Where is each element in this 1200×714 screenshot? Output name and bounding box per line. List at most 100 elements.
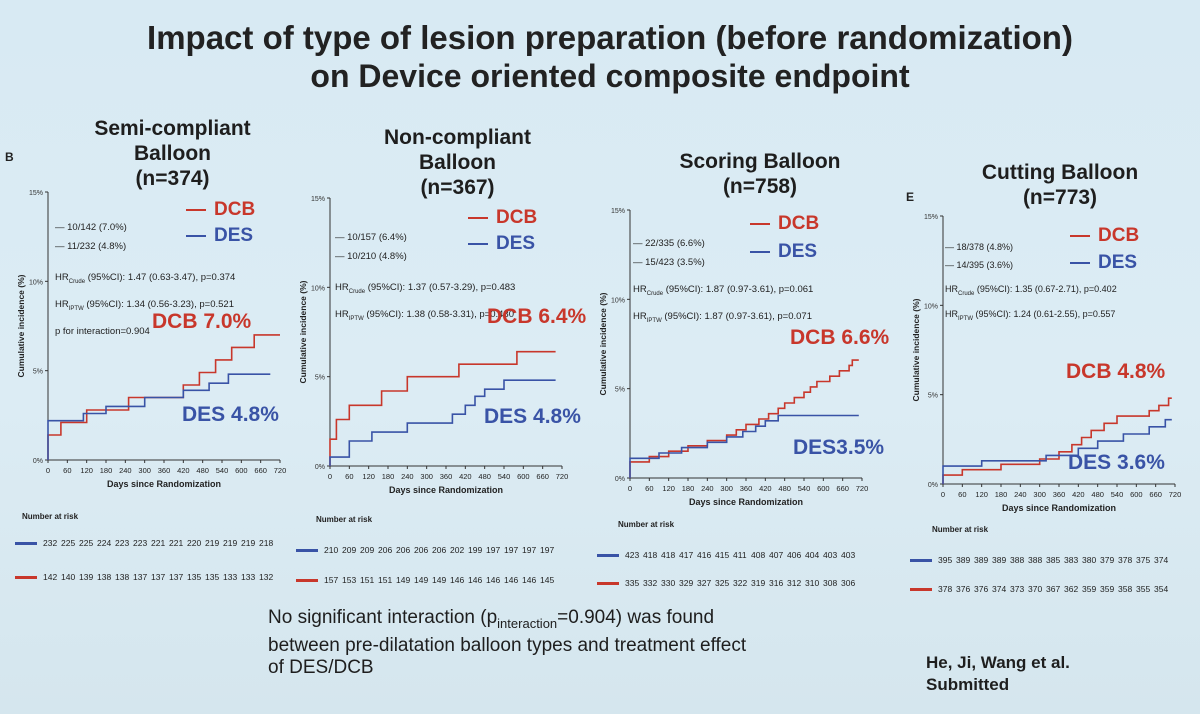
legend-dcb-swatch [468,216,488,219]
legend-dcb: DCB [186,199,255,221]
x-tick-label: 300 [720,484,733,493]
y-tick-label: 0% [33,458,43,465]
series-des-line [47,373,271,460]
y-tick-label: 0% [315,464,325,471]
risk-values-des: 232 225 225 224 223 223 221 221 220 219 219 219 218 [43,538,277,548]
dcb-events: 18/378 (4.8%) [956,242,1014,252]
panel-title-line: Non-compliant [384,126,531,149]
x-tick-label: 420 [1072,490,1085,499]
risk-value: 404 [805,550,820,560]
risk-value: 316 [769,578,784,588]
risk-value: 380 [1082,555,1097,565]
dcb-annotation: DCB 7.0% [152,310,252,333]
x-tick-label: 360 [1053,490,1066,499]
risk-value: 335 [625,578,640,588]
x-tick-label: 360 [158,466,171,475]
risk-value: 219 [223,538,238,548]
risk-value: 330 [661,578,676,588]
risk-value: 135 [187,572,202,582]
footer-line1-prefix: No significant interaction (p [268,607,498,628]
x-tick-label: 480 [778,484,791,493]
y-tick-label: 5% [615,387,625,394]
risk-value: 385 [1046,555,1061,565]
risk-value: 146 [450,575,465,585]
risk-value: 225 [61,538,76,548]
risk-value: 388 [1010,555,1025,565]
hr-crude-sub: Crude [646,290,664,297]
risk-value: 206 [396,545,411,555]
x-tick-label: 60 [63,466,71,475]
hr-iptw-sub: IPTW [646,317,662,324]
x-tick-label: 60 [345,472,353,481]
x-tick-label: 600 [817,484,830,493]
risk-value: 308 [823,578,838,588]
des-events: 14/395 (3.6%) [956,260,1014,270]
panel-title-line: (n=773) [1022,186,1098,209]
x-tick-label: 420 [177,466,190,475]
risk-value: 232 [43,538,58,548]
y-tick-label: 15% [924,214,938,221]
y-tick-label: 0% [928,482,938,489]
x-tick-label: 180 [382,472,395,481]
hr-iptw-label: HR [55,298,69,310]
legend-label: DCB [1098,225,1140,246]
y-tick-label: 5% [928,393,938,400]
risk-value: 408 [751,550,766,560]
risk-value: 225 [79,538,94,548]
risk-value: 378 [938,584,953,594]
des-annotation: DES 4.8% [182,403,279,426]
risk-row-dcb: 142 140 139 138 138 137 137 137 135 135 133 133 132 [15,572,277,582]
panel-title-line: Cutting Balloon [981,161,1139,184]
risk-value: 322 [733,578,748,588]
km-plot: 0% 5% 10% 15% 0 60 120 180 240 300 360 420 480 540 600… [598,208,868,507]
risk-value: 375 [1136,555,1151,565]
stats-header: — 10/157 (6.4%) — 10/210 (4.8%) HRCrude … [335,232,516,322]
author-credit: He, Ji, Wang et al. Submitted [926,652,1070,696]
footer-line1-sub: interaction [497,615,558,631]
panel-title-line: (n=374) [135,167,210,190]
risk-value: 329 [679,578,694,588]
x-tick-label: 120 [662,484,675,493]
risk-title: Number at risk [618,520,675,529]
x-tick-label: 480 [1091,490,1104,499]
risk-value: 149 [414,575,429,585]
risk-value: 221 [169,538,184,548]
hr-crude-sub: Crude [958,290,975,297]
risk-value: 197 [486,545,501,555]
risk-value: 219 [241,538,256,548]
y-tick-label: 10% [924,303,938,310]
x-axis-label: Days since Randomization [389,485,503,495]
risk-value: 206 [414,545,429,555]
risk-row-dcb: 157 153 151 151 149 149 149 146 146 146 146 146 145 [296,575,558,585]
dcb-annotation: DCB 6.4% [487,305,587,328]
hr-crude-sub: Crude [68,278,86,285]
hr-crude-label: HR [335,282,349,293]
x-tick-label: 720 [556,472,569,481]
risk-value: 132 [259,572,274,582]
hr-crude-text: (95%CI): 1.35 (0.67-2.71), p=0.402 [976,284,1117,294]
legend-label: DES [1098,252,1138,273]
legend-des-swatch [186,234,206,237]
panel-letter: B [5,150,14,164]
x-tick-label: 0 [628,484,632,493]
risk-value: 325 [715,578,730,588]
risk-row-dcb: 335 332 330 329 327 325 322 319 316 312 310 308 306 [597,578,859,588]
des-events: 10/210 (4.8%) [347,251,407,262]
y-axis-label: Cumulative incidence (%) [598,292,608,395]
legend-des-swatch [750,250,770,253]
risk-value: 146 [504,575,519,585]
risk-dcb-swatch [296,579,318,583]
risk-value: 310 [805,578,820,588]
x-tick-label: 660 [254,466,267,475]
series-dcb-line [47,334,280,460]
hr-iptw-label: HR [945,308,958,319]
legend-label: DES [214,225,254,246]
x-tick-label: 540 [798,484,811,493]
risk-value: 209 [342,545,357,555]
stats-header: — 22/335 (6.6%) — 15/423 (3.5%) HRCrude … [633,238,814,324]
risk-value: 359 [1100,584,1115,594]
y-axis-label: Cumulative incidence (%) [298,280,308,383]
legend-label: DCB [496,207,538,228]
x-tick-label: 300 [420,472,433,481]
risk-value: 137 [151,572,166,582]
